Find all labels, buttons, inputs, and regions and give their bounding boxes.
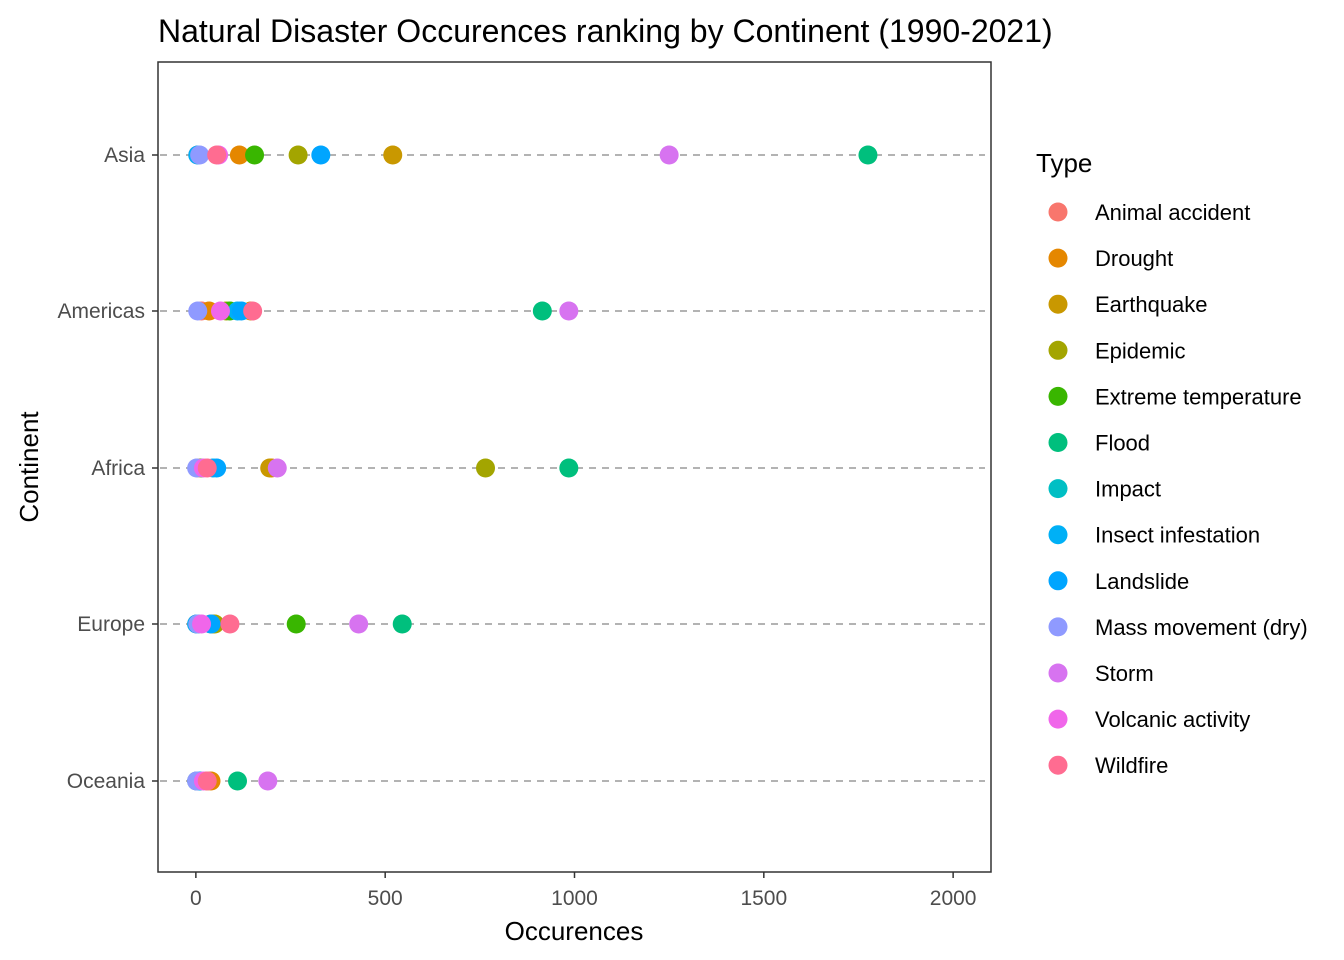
legend-key-drought bbox=[1048, 248, 1068, 268]
point-mass-movement-dry-americas bbox=[188, 301, 208, 321]
point-flood-asia bbox=[858, 145, 878, 165]
point-storm-asia bbox=[659, 145, 679, 165]
point-storm-americas bbox=[559, 301, 579, 321]
legend-key-insect-infestation bbox=[1048, 525, 1068, 545]
legend-key-mass-movement-dry bbox=[1048, 617, 1068, 637]
legend-label: Extreme temperature bbox=[1095, 384, 1302, 409]
point-epidemic-asia bbox=[288, 145, 308, 165]
point-wildfire-americas bbox=[243, 301, 263, 321]
legend-label: Mass movement (dry) bbox=[1095, 615, 1308, 640]
point-storm-europe bbox=[349, 614, 369, 634]
point-storm-africa bbox=[267, 458, 287, 478]
legend-key-volcanic-activity bbox=[1048, 709, 1068, 729]
legend-label: Impact bbox=[1095, 477, 1161, 502]
x-tick-label: 0 bbox=[190, 887, 202, 910]
y-tick-label: Europe bbox=[77, 613, 145, 636]
point-flood-americas bbox=[532, 301, 552, 321]
legend-label: Earthquake bbox=[1095, 292, 1208, 317]
point-extreme-temperature-europe bbox=[286, 614, 306, 634]
legend-label: Epidemic bbox=[1095, 338, 1185, 363]
y-tick-label: Americas bbox=[57, 300, 145, 323]
point-wildfire-africa bbox=[197, 458, 217, 478]
point-flood-africa bbox=[559, 458, 579, 478]
legend-key-animal-accident bbox=[1048, 202, 1068, 222]
legend-label: Volcanic activity bbox=[1095, 707, 1250, 732]
point-flood-europe bbox=[392, 614, 412, 634]
point-storm-oceania bbox=[258, 771, 278, 791]
point-volcanic-activity-europe bbox=[192, 614, 212, 634]
legend-key-earthquake bbox=[1048, 294, 1068, 314]
data-points bbox=[187, 145, 878, 791]
x-tick-label: 2000 bbox=[930, 887, 977, 910]
legend-key-flood bbox=[1048, 433, 1068, 452]
point-wildfire-oceania bbox=[197, 771, 217, 791]
legend: Animal accident Drought Earthquake Epidemic… bbox=[1048, 200, 1308, 778]
legend-label: Drought bbox=[1095, 246, 1173, 271]
point-epidemic-africa bbox=[476, 458, 496, 478]
x-axis-title: Occurences bbox=[505, 916, 644, 946]
y-tick-label: Oceania bbox=[67, 770, 146, 793]
y-tick-label: Africa bbox=[91, 457, 145, 480]
legend-label: Insect infestation bbox=[1095, 523, 1260, 548]
x-tick-label: 500 bbox=[368, 887, 403, 910]
legend-key-extreme-temperature bbox=[1048, 386, 1068, 406]
point-landslide-asia bbox=[311, 145, 331, 165]
legend-title: Type bbox=[1036, 148, 1092, 178]
x-tick-label: 1500 bbox=[740, 887, 787, 910]
y-axis-title: Continent bbox=[14, 411, 44, 523]
legend-key-epidemic bbox=[1048, 340, 1068, 360]
legend-key-landslide bbox=[1048, 571, 1068, 591]
point-earthquake-asia bbox=[383, 145, 403, 165]
legend-label: Wildfire bbox=[1095, 753, 1168, 778]
legend-label: Storm bbox=[1095, 661, 1154, 686]
legend-label: Landslide bbox=[1095, 569, 1189, 594]
point-wildfire-asia bbox=[207, 145, 227, 165]
point-extreme-temperature-asia bbox=[245, 145, 265, 165]
chart-title: Natural Disaster Occurences ranking by C… bbox=[158, 13, 1053, 49]
legend-label: Flood bbox=[1095, 431, 1150, 456]
point-mass-movement-dry-asia bbox=[190, 145, 210, 165]
x-tick-label: 1000 bbox=[551, 887, 598, 910]
point-volcanic-activity-americas bbox=[210, 301, 230, 321]
y-tick-label: Asia bbox=[104, 144, 145, 167]
y-axis: Asia Americas Africa Europe Oceania bbox=[57, 144, 158, 793]
point-wildfire-europe bbox=[220, 614, 240, 634]
legend-key-impact bbox=[1048, 479, 1068, 499]
legend-key-storm bbox=[1048, 663, 1068, 683]
point-drought-asia bbox=[229, 145, 249, 165]
x-axis: 0 500 1000 1500 2000 bbox=[190, 872, 976, 910]
legend-label: Animal accident bbox=[1095, 200, 1250, 225]
legend-key-wildfire bbox=[1048, 755, 1068, 775]
point-flood-oceania bbox=[228, 771, 248, 791]
